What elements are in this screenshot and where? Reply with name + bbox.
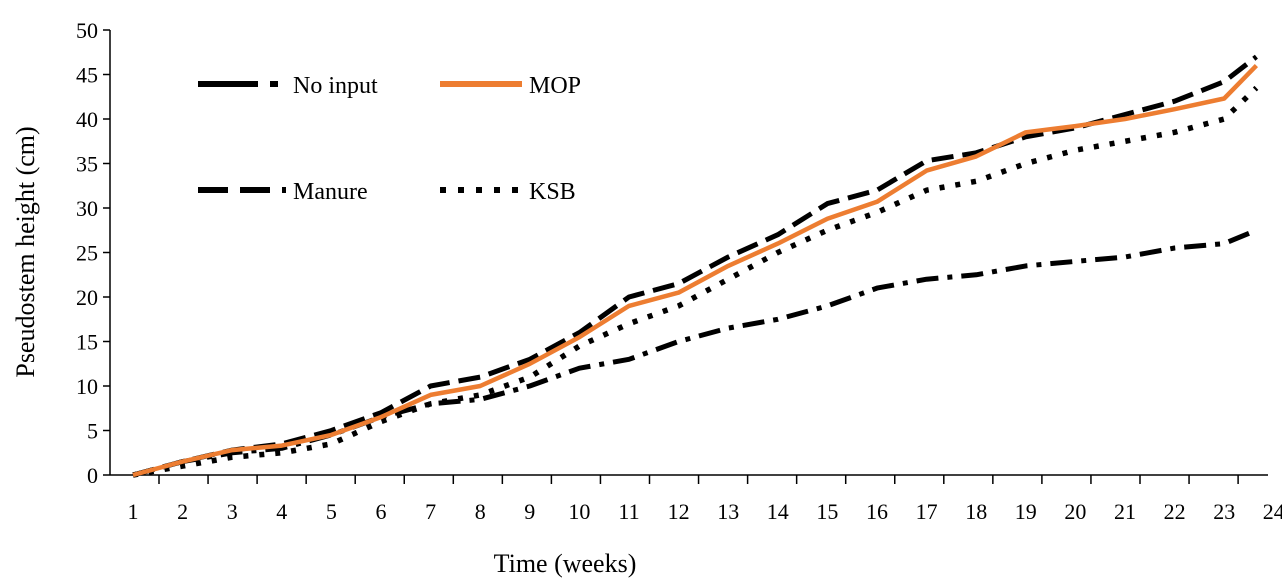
y-tick-label: 0: [87, 463, 98, 488]
x-tick-label: 15: [816, 499, 838, 524]
x-tick-label: 2: [177, 499, 188, 524]
x-tick-label: 19: [1015, 499, 1037, 524]
x-tick-label: 3: [227, 499, 238, 524]
legend: No input MOP Manure KSB: [198, 73, 581, 205]
legend-label: Manure: [293, 179, 368, 205]
x-tick-label: 22: [1164, 499, 1186, 524]
x-tick-label: 4: [276, 499, 287, 524]
x-tick-label: 1: [128, 499, 139, 524]
x-tick-label: 23: [1213, 499, 1235, 524]
series-layer: [132, 54, 1259, 478]
x-tick-label: 9: [524, 499, 535, 524]
y-tick-label: 5: [87, 419, 98, 444]
x-tick-label: 10: [568, 499, 590, 524]
y-tick-label: 45: [76, 63, 98, 88]
x-tick-label: 11: [618, 499, 639, 524]
legend-label: No input: [293, 73, 378, 99]
x-tick-label: 16: [866, 499, 888, 524]
y-tick-label: 30: [76, 196, 98, 221]
y-ticks: 0 5 10 15 20 25 30 35 40 45 50: [76, 18, 110, 488]
x-tick-label: 20: [1064, 499, 1086, 524]
y-tick-label: 35: [76, 152, 98, 177]
legend-label: MOP: [529, 73, 581, 99]
x-tick-label: 7: [425, 499, 436, 524]
x-tick-label: 14: [767, 499, 789, 524]
legend-label: KSB: [529, 179, 576, 205]
y-tick-label: 25: [76, 241, 98, 266]
y-tick-label: 40: [76, 107, 98, 132]
x-tick-label: 13: [717, 499, 739, 524]
x-tick-label: 5: [326, 499, 337, 524]
x-tick-label: 24: [1263, 499, 1282, 524]
x-tick-label: 12: [668, 499, 690, 524]
x-tick-label: 21: [1114, 499, 1136, 524]
y-tick-label: 50: [76, 18, 98, 43]
y-axis-title: Pseudostem height (cm): [11, 126, 40, 377]
x-axis-title: Time (weeks): [494, 549, 637, 578]
x-tick-label: 17: [916, 499, 938, 524]
series-line-ksb: [132, 85, 1259, 478]
x-tick-label: 18: [965, 499, 987, 524]
x-ticks: 1 2 3 4 5 6 7 8 9 10 11 12 13 14 15 16 17 18 19 20 21 22 23 24: [128, 475, 1282, 524]
series-line-mop: [132, 64, 1259, 478]
x-tick-label: 8: [475, 499, 486, 524]
series-line-manure: [132, 54, 1258, 478]
y-tick-label: 15: [76, 330, 98, 355]
y-tick-label: 20: [76, 285, 98, 310]
x-tick-label: 6: [376, 499, 387, 524]
y-tick-label: 10: [76, 374, 98, 399]
